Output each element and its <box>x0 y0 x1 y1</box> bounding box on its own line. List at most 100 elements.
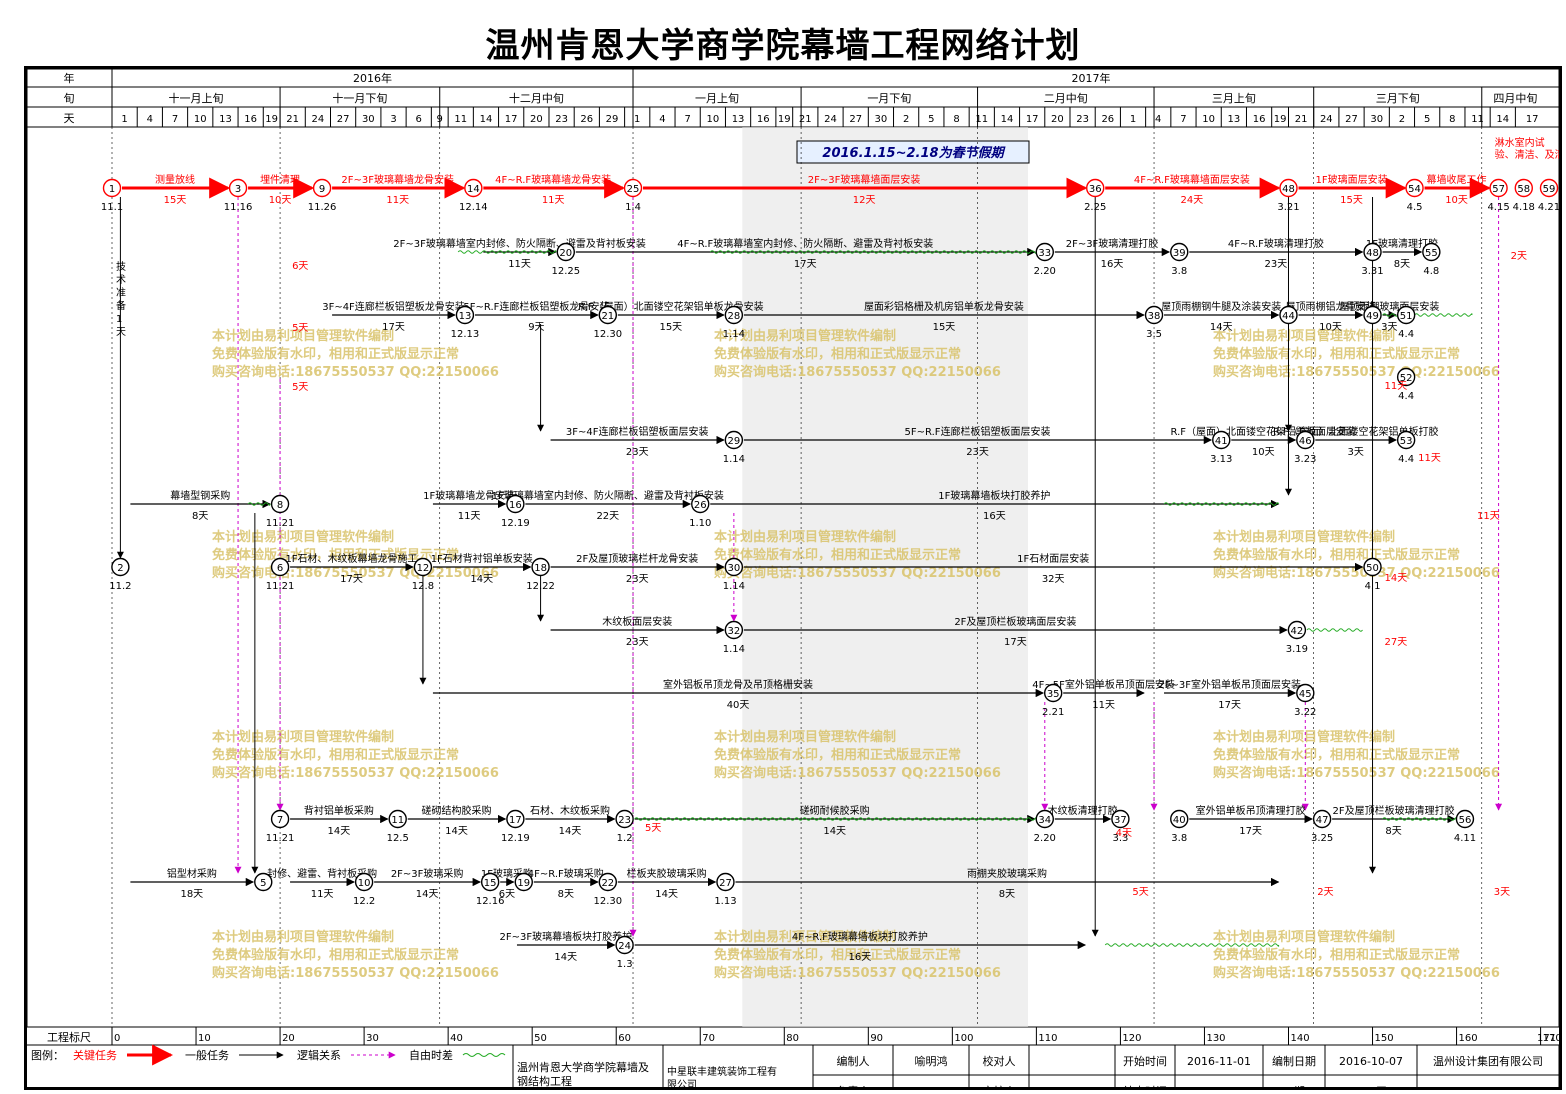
event-node-number: 58 <box>1517 184 1530 195</box>
activity-name: 屋顶雨棚铝龙骨安装 <box>1286 300 1376 313</box>
activity-duration: 3天 <box>1381 322 1397 333</box>
event-node-number: 47 <box>1316 815 1329 826</box>
event-node-date: 12.2 <box>353 896 375 907</box>
free-float-wave <box>1306 628 1363 632</box>
day-label: 19 <box>1274 114 1287 125</box>
ruler-tick-label: 40 <box>450 1033 463 1044</box>
activity-name: 1F玻璃幕墙室内封修、防火隔断、避雷及背衬板安装 <box>492 489 724 502</box>
watermark-text: 购买咨询电话:18675550537 QQ:22150066 <box>714 765 1001 781</box>
event-node-date: 1.14 <box>723 644 745 655</box>
watermark-text: 免费体验版有水印，相用和正式版显示正常 <box>714 947 961 963</box>
activity-name: 石材、木纹板采购 <box>530 804 610 817</box>
watermark-text: 购买咨询电话:18675550537 QQ:22150066 <box>212 965 499 981</box>
activity-name: 封修、避雷、背衬板采购 <box>267 867 377 880</box>
free-float-label: 27天 <box>1385 637 1408 648</box>
event-node-circle <box>615 935 634 955</box>
footer-contractor: 限公司 <box>667 1079 697 1087</box>
day-label: 23 <box>555 114 568 125</box>
activity-duration: 16天 <box>849 952 872 963</box>
event-node-date: 11.21 <box>266 833 295 844</box>
event-node: 352.21 <box>1042 683 1064 718</box>
activity-name: 2F~3F室外铝单板吊顶面层安装 <box>1158 678 1301 691</box>
event-node-date: 12.8 <box>412 581 434 592</box>
day-label: 6 <box>416 114 422 125</box>
ruler-tick-label: 140 <box>1290 1033 1309 1044</box>
activity-name: 雨棚夹胶玻璃采购 <box>967 867 1047 880</box>
event-node-number: 55 <box>1425 248 1438 259</box>
activity-name: 室外铝板吊顶龙骨及吊顶格栅安装 <box>663 678 813 691</box>
day-label: 16 <box>244 114 257 125</box>
activity-duration: 11天 <box>311 889 334 900</box>
activity-duration: 11天 <box>542 195 565 206</box>
free-float-label: 4天 <box>1116 828 1132 839</box>
watermark-text: 购买咨询电话:18675550537 QQ:22150066 <box>212 765 499 781</box>
event-node-circle <box>724 305 744 325</box>
event-node: 20 12.25 <box>551 242 580 277</box>
free-float-wave <box>709 250 1036 254</box>
event-node-date: 4.8 <box>1423 266 1439 277</box>
activity-name: 2F及屋顶玻璃栏杆龙骨安装 <box>576 552 698 565</box>
event-node-number: 2 <box>117 563 123 574</box>
period-label: 十二月中旬 <box>509 91 564 105</box>
event-node-date: 1.3 <box>617 959 633 970</box>
watermark-text: 本计划由易利项目管理软件编制 <box>714 328 896 344</box>
event-node-date: 3.8 <box>1171 266 1187 277</box>
event-node-date: 4.5 <box>1407 202 1423 213</box>
event-node-number: 29 <box>727 436 740 447</box>
activity-duration: 3天 <box>1348 447 1364 458</box>
legend-logic-label: 逻辑关系 <box>297 1048 341 1062</box>
event-node-circle <box>531 557 550 577</box>
activity-duration: 14天 <box>445 826 468 837</box>
event-node: 594.21 <box>1538 178 1560 213</box>
event-node-circle <box>102 178 122 198</box>
watermark-text: 本计划由易利项目管理软件编制 <box>714 529 896 545</box>
event-node-circle <box>354 872 374 892</box>
activity-duration: 11天 <box>508 259 531 270</box>
legend-title: 图例： <box>31 1048 64 1062</box>
event-node-circle <box>1396 367 1416 387</box>
footer-project: 钢结构工程 <box>517 1074 572 1087</box>
event-node-number: 6 <box>277 563 283 574</box>
day-label: 8 <box>953 114 959 125</box>
year-label: 2017年 <box>1072 71 1111 85</box>
event-node: 524.4 <box>1396 367 1416 402</box>
legend-normal-label: 一般任务 <box>185 1049 229 1062</box>
day-label: 5 <box>1424 114 1430 125</box>
network-plan-frame: 年旬天 2016年 2017年 十一月上旬 十一月下旬 十二月中旬 一月上旬 一月下旬 二月中旬… <box>24 66 1566 1094</box>
legend-float-swatch <box>462 1053 506 1057</box>
activity-duration: 22天 <box>596 511 619 522</box>
activity-name: 屋面彩铝格栅及机房铝单板龙骨安装 <box>864 300 1024 313</box>
activity-name: 埋件清理 <box>260 173 300 186</box>
event-node-date: 12.25 <box>551 266 580 277</box>
prep-note-char: 术 <box>116 274 126 286</box>
day-label: 21 <box>286 114 299 125</box>
event-node-number: 40 <box>1173 815 1186 826</box>
event-node-number: 28 <box>727 311 740 322</box>
day-label: 10 <box>1202 114 1215 125</box>
day-label: 17 <box>505 114 518 125</box>
activity-duration: 10天 <box>1445 195 1468 206</box>
watermark-text: 免费体验版有水印，相用和正式版显示正常 <box>1213 947 1460 963</box>
event-node: 241.3 <box>615 935 634 970</box>
day-label: 14 <box>1001 114 1014 125</box>
event-node-date: 12.19 <box>501 518 530 529</box>
activity-duration: 14天 <box>823 826 846 837</box>
day-label: 4 <box>659 114 665 125</box>
activity-name: 4F~R.F玻璃幕墙板块打胶养护 <box>792 930 928 943</box>
day-label: 7 <box>172 114 178 125</box>
activity-name: 5F~R.F连廊栏板铝塑板龙骨安装 <box>463 300 609 313</box>
activity-duration: 14天 <box>559 826 582 837</box>
event-node-number: 12 <box>417 563 430 574</box>
event-node: 18 12.22 <box>526 557 555 592</box>
watermark-text: 本计划由易利项目管理软件编制 <box>212 328 394 344</box>
event-node-circle <box>1170 242 1189 262</box>
event-node: 11 12.5 <box>387 809 409 844</box>
event-node-circle <box>598 305 618 325</box>
event-node: 504.1 <box>1363 557 1382 592</box>
day-label: 9 <box>437 114 443 125</box>
activity-name: 2F~3F玻璃清理打胶 <box>1066 237 1159 250</box>
event-node-circle <box>1287 620 1307 640</box>
activity-duration: 23天 <box>626 447 649 458</box>
activity-name: 屋顶雨棚钢牛腿及涂装安装 <box>1161 300 1281 313</box>
period-label: 十一月下旬 <box>332 91 387 105</box>
